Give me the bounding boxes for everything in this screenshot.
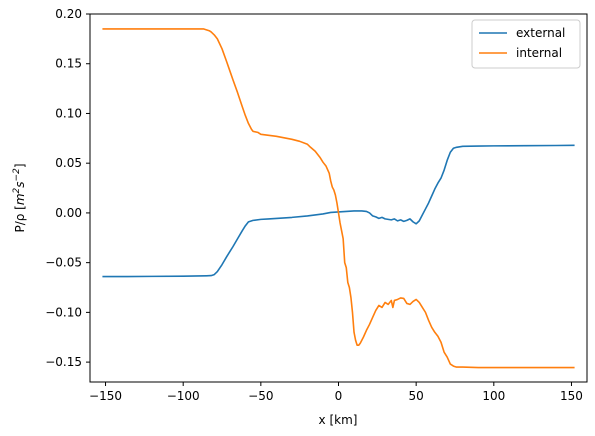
y-axis-label-unit-m: m: [13, 193, 27, 205]
x-tick-label: 150: [560, 389, 583, 403]
x-tick-label: 50: [409, 389, 424, 403]
y-axis-label-sup-2: 2: [12, 187, 22, 193]
legend: external internal: [471, 19, 581, 69]
y-tick-label: 0.20: [55, 7, 82, 21]
series-line-external: [102, 144, 575, 278]
y-axis-label-unit-s: s: [13, 181, 27, 187]
legend-label-internal: internal: [516, 46, 562, 60]
y-tick-label: 0.05: [55, 156, 82, 170]
series-layer: [102, 28, 575, 369]
y-tick-label: 0.10: [55, 106, 82, 120]
x-tick-label: −50: [248, 389, 273, 403]
series-line-internal: [102, 28, 575, 369]
y-tick-label: −0.10: [45, 305, 82, 319]
y-tick-label: −0.15: [45, 355, 82, 369]
y-axis-label-base: P/ρ [: [13, 205, 27, 232]
y-tick-label: 0.15: [55, 57, 82, 71]
x-tick-label: 100: [482, 389, 505, 403]
x-tick-label: −150: [89, 389, 122, 403]
y-axis-label: P/ρ [m2s−2]: [12, 163, 27, 232]
y-axis-ticks: −0.15 −0.10 −0.05 0.00 0.05 0.10 0.15 0.20: [45, 7, 90, 369]
x-axis-label: x [km]: [319, 413, 358, 427]
x-tick-label: −100: [167, 389, 200, 403]
x-tick-label: 0: [335, 389, 343, 403]
y-tick-label: 0.00: [55, 206, 82, 220]
y-tick-label: −0.05: [45, 256, 82, 270]
y-axis-label-sup-minus-2: −2: [12, 168, 22, 182]
y-axis-label-close: ]: [13, 163, 27, 168]
x-axis-ticks: −150 −100 −50 0 50 100 150: [89, 382, 583, 403]
legend-label-external: external: [516, 26, 565, 40]
legend-box: [471, 19, 581, 69]
